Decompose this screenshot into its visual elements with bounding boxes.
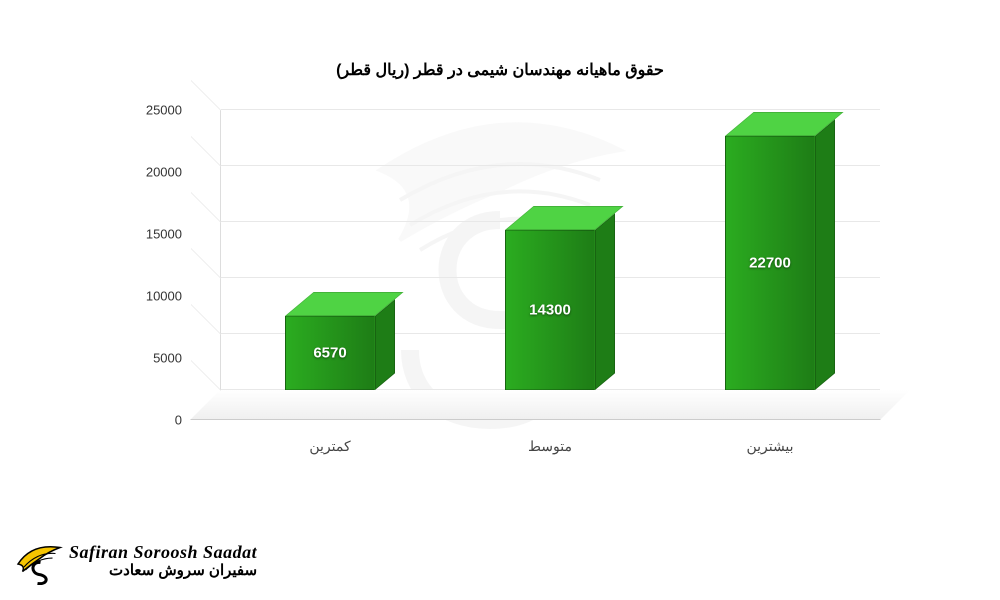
bar-value-label: 6570 bbox=[286, 345, 374, 362]
y-tick-label: 0 bbox=[175, 413, 182, 428]
bar-front-face: 14300 bbox=[505, 230, 595, 390]
bar-side-face bbox=[815, 119, 835, 390]
wing-logo-icon bbox=[15, 537, 63, 585]
y-tick-label: 5000 bbox=[153, 351, 182, 366]
bar-value-label: 22700 bbox=[726, 254, 814, 271]
y-axis: 0500010000150002000025000 bbox=[120, 110, 190, 420]
bar: 22700 bbox=[725, 136, 815, 390]
y-tick-label: 15000 bbox=[146, 227, 182, 242]
bar-front-face: 6570 bbox=[285, 316, 375, 390]
x-category-label: کمترین bbox=[285, 430, 375, 455]
chart-floor bbox=[190, 390, 910, 420]
y-tick-label: 25000 bbox=[146, 103, 182, 118]
bars-container: 6570 14300 22700 bbox=[220, 110, 880, 390]
chart-plot-area: 0500010000150002000025000 65701430022700… bbox=[120, 110, 880, 470]
company-logo: Safiran Soroosh Saadat سفیران سروش سعادت bbox=[15, 537, 257, 585]
x-category-label: متوسط bbox=[505, 430, 595, 455]
bar: 6570 bbox=[285, 316, 375, 390]
chart-title: حقوق ماهیانه مهندسان شیمی در قطر (ریال ق… bbox=[120, 60, 880, 80]
x-axis-labels: کمترین متوسط بیشترین bbox=[220, 430, 880, 470]
y-tick-label: 20000 bbox=[146, 165, 182, 180]
y-tick-label: 10000 bbox=[146, 289, 182, 304]
bar-side-face bbox=[595, 213, 615, 390]
logo-text-farsi: سفیران سروش سعادت bbox=[69, 563, 257, 580]
logo-text-english: Safiran Soroosh Saadat bbox=[69, 543, 257, 563]
salary-chart: حقوق ماهیانه مهندسان شیمی در قطر (ریال ق… bbox=[120, 60, 880, 500]
bar-front-face: 22700 bbox=[725, 136, 815, 390]
bar: 14300 bbox=[505, 230, 595, 390]
plot-3d-area: 6570 14300 22700 bbox=[190, 110, 880, 420]
x-category-label: بیشترین bbox=[725, 430, 815, 455]
bar-value-label: 14300 bbox=[506, 301, 594, 318]
